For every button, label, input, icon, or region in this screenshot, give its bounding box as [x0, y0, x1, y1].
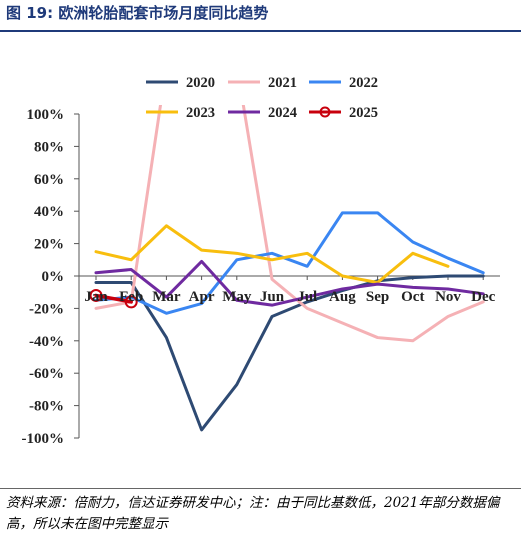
y-tick-label: 80% — [34, 139, 64, 155]
x-tick-label: Oct — [401, 289, 424, 305]
legend-marker-2025 — [319, 106, 331, 118]
series-line-2021 — [241, 105, 485, 343]
series-line-2022 — [94, 211, 485, 315]
x-tick-label: Nov — [435, 289, 461, 305]
series-marker-2025 — [124, 295, 138, 309]
legend-label-2020: 2020 — [186, 75, 215, 91]
legend-label-2024: 2024 — [268, 105, 297, 121]
legend-label-2023: 2023 — [186, 105, 215, 121]
series-marker-2025 — [89, 288, 103, 302]
x-tick-label: Feb — [119, 289, 143, 305]
x-tick-label: Jan — [84, 289, 108, 305]
y-tick-label: 20% — [34, 237, 64, 253]
x-tick-label: Jul — [297, 289, 317, 305]
y-tick-label: -20% — [29, 301, 64, 317]
y-tick-label: 0% — [42, 269, 65, 285]
y-tick-label: 40% — [34, 204, 64, 220]
x-tick-label: Mar — [152, 289, 181, 305]
x-tick-label: May — [222, 289, 252, 305]
y-tick-label: -40% — [29, 334, 64, 350]
title-rule — [0, 30, 521, 32]
footnote: 资料来源：倍耐力，信达证券研发中心；注：由于同比基数低，2021年部分数据偏高，… — [6, 495, 500, 532]
series-line-2020 — [94, 274, 485, 432]
x-tick-labels: Jan Feb Mar Apr May Jun Jul Aug Sep Oct Nov Dec — [84, 289, 495, 305]
legend-label-2022: 2022 — [349, 75, 378, 91]
x-tick-label: Dec — [471, 289, 495, 305]
x-tick-label: Jun — [260, 289, 285, 305]
legend-label-2021: 2021 — [268, 75, 297, 91]
legend: 2020 2021 2022 2023 2024 2025 — [146, 75, 378, 121]
x-tick-label: Apr — [189, 289, 215, 305]
series-line-2023 — [94, 224, 450, 284]
y-tick-label: -80% — [29, 399, 64, 415]
x-tick-label: Sep — [366, 289, 389, 305]
y-tick-label: 60% — [34, 172, 64, 188]
axis-layer: -100% -80% -60% -40% -20% 0% 20% 40% 60% 80% 100% — [22, 107, 500, 447]
footnote-rule — [0, 488, 521, 489]
legend-label-2025: 2025 — [349, 105, 378, 121]
y-tick-label: 100% — [27, 107, 65, 123]
x-tick-label: Aug — [329, 289, 356, 305]
y-tick-label: -100% — [22, 431, 65, 447]
series-layer — [89, 105, 485, 432]
figure-title: 图 19: 欧洲轮胎配套市场月度同比趋势 — [6, 4, 269, 22]
series-line-2024 — [94, 259, 485, 307]
y-tick-label: -60% — [29, 366, 64, 382]
